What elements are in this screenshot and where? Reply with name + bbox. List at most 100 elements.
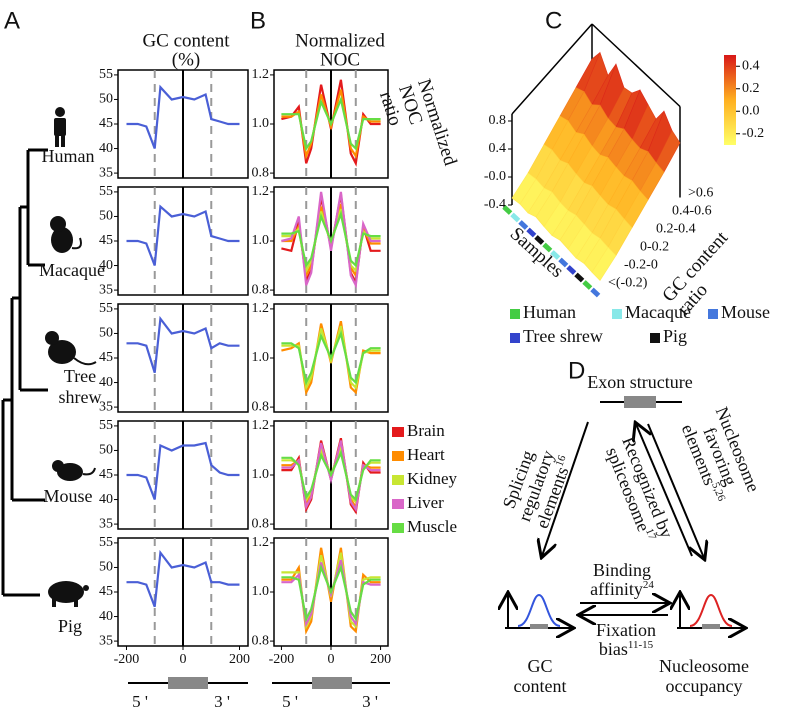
panel-title: GC content bbox=[142, 30, 230, 51]
panel-title: (%) bbox=[172, 49, 200, 70]
legend-swatch bbox=[392, 523, 404, 533]
z-tick-label: 0.4 bbox=[489, 141, 507, 156]
legend-label: Kidney bbox=[407, 469, 458, 488]
diagram-label-line: Binding bbox=[593, 560, 651, 580]
y-tick-label: 50 bbox=[99, 209, 113, 224]
colorbar-tick-label: 0.0 bbox=[742, 103, 760, 118]
species-label: shrew bbox=[59, 387, 102, 407]
diagram-node: Nucleosome bbox=[659, 656, 749, 676]
legend-label: Heart bbox=[407, 445, 445, 464]
y-tick-label: 0.8 bbox=[252, 516, 270, 531]
sample-swatch bbox=[558, 257, 569, 268]
sample-swatch bbox=[574, 272, 585, 283]
y-tick-label: 55 bbox=[99, 67, 113, 82]
legend-swatch bbox=[392, 451, 404, 461]
y-tick-label: 45 bbox=[99, 467, 113, 482]
profile-line bbox=[281, 329, 381, 386]
silhouettes bbox=[45, 107, 97, 607]
species-label: Pig bbox=[58, 616, 82, 636]
splice-site-label: 5 ' bbox=[282, 692, 298, 711]
y-tick-label: 1.0 bbox=[252, 467, 270, 482]
sample-swatch bbox=[566, 265, 577, 275]
y-tick-label: 1.0 bbox=[252, 233, 270, 248]
z-tick-label: -0.4 bbox=[484, 197, 506, 212]
y-tick-label: 0.8 bbox=[252, 165, 270, 180]
profile-line bbox=[281, 95, 381, 152]
splice-site-label: 3 ' bbox=[362, 692, 378, 711]
panel-label: C bbox=[545, 7, 562, 34]
profile-line bbox=[126, 441, 240, 500]
profile-line bbox=[281, 210, 381, 269]
colorbar bbox=[724, 55, 736, 145]
legend-swatch bbox=[392, 427, 404, 437]
colorbar-tick-label: -0.2 bbox=[742, 126, 764, 141]
y-tick-label: 45 bbox=[99, 233, 113, 248]
legend-swatch bbox=[510, 309, 520, 319]
y-tick-label: 50 bbox=[99, 560, 113, 575]
colorbar-tick-label: 0.2 bbox=[742, 81, 760, 96]
legend-label: Liver bbox=[407, 493, 444, 512]
panel-label: B bbox=[250, 7, 266, 34]
y-tick-label: 1.2 bbox=[252, 184, 270, 199]
panel-title: Normalized bbox=[295, 30, 385, 51]
legend-label: Tree shrew bbox=[523, 326, 603, 346]
legend-label: Muscle bbox=[407, 517, 457, 536]
legend-label: Human bbox=[523, 302, 576, 322]
y-tick-label: 55 bbox=[99, 418, 113, 433]
y-tick-label: 40 bbox=[99, 258, 113, 273]
y-tick-label: 1.2 bbox=[252, 418, 270, 433]
x-tick-label: 200 bbox=[229, 652, 250, 667]
species-label: Mouse bbox=[44, 486, 93, 506]
profile-line bbox=[281, 449, 381, 502]
y-tick-label: 1.2 bbox=[252, 67, 270, 82]
y-tick-label: 0.8 bbox=[252, 633, 270, 648]
diagram-node: Exon structure bbox=[587, 372, 692, 392]
profile-line bbox=[281, 440, 381, 513]
diagram-label-line: Fixation bbox=[596, 620, 656, 640]
sample-swatch bbox=[510, 212, 521, 223]
y-tick-label: 1.2 bbox=[252, 535, 270, 550]
legend-label: Pig bbox=[663, 326, 687, 346]
diagram-label-line: bias11-15 bbox=[599, 639, 654, 660]
profile-line bbox=[126, 84, 240, 149]
legend-swatch bbox=[612, 309, 622, 319]
reference: 17 bbox=[643, 527, 658, 542]
y-tick-label: 35 bbox=[99, 516, 113, 531]
sample-swatch bbox=[526, 227, 537, 238]
surface-cell bbox=[591, 246, 617, 281]
y-tick-label: 40 bbox=[99, 375, 113, 390]
diagram-node: content bbox=[514, 676, 567, 696]
z-tick-label: -0.0 bbox=[484, 169, 506, 184]
legend-swatch bbox=[392, 475, 404, 485]
y-tick-label: 45 bbox=[99, 350, 113, 365]
x-tick-label: 0 bbox=[328, 652, 335, 667]
reference: 24 bbox=[643, 579, 655, 591]
y-tick-label: 55 bbox=[99, 301, 113, 316]
sample-swatch bbox=[542, 242, 553, 253]
sample-swatch bbox=[582, 280, 593, 290]
legend-label: Macaque bbox=[625, 302, 691, 322]
gc-bin-label: 0.2-0.4 bbox=[656, 222, 696, 237]
y-tick-label: 35 bbox=[99, 633, 113, 648]
y-tick-label: 50 bbox=[99, 443, 113, 458]
gc-bin-label: 0-0.2 bbox=[640, 240, 669, 255]
diagram-arrows bbox=[505, 422, 744, 629]
gc-bin-label: -0.2-0 bbox=[624, 258, 658, 273]
box-edge bbox=[511, 23, 593, 115]
profile-line bbox=[126, 315, 240, 374]
legend-label: Mouse bbox=[721, 302, 770, 322]
y-tick-label: 55 bbox=[99, 535, 113, 550]
profile-line bbox=[281, 547, 381, 636]
y-tick-label: 40 bbox=[99, 492, 113, 507]
z-tick-label: 0.8 bbox=[489, 113, 507, 128]
x-tick-label: -200 bbox=[269, 652, 295, 667]
y-tick-label: 40 bbox=[99, 141, 113, 156]
diagram-node: occupancy bbox=[666, 676, 743, 696]
profile-line bbox=[126, 549, 240, 608]
box-edge bbox=[591, 23, 681, 108]
y-tick-label: 55 bbox=[99, 184, 113, 199]
